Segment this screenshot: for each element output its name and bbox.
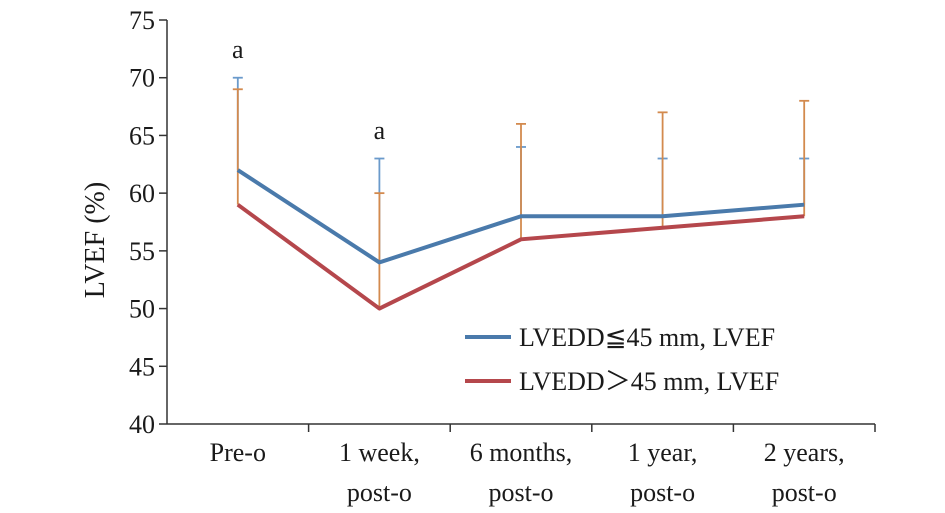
x-axis-ticks: Pre-o 1 week, post-o6 months, post-o1 year,… bbox=[210, 424, 876, 507]
significance-annotation: a bbox=[232, 35, 244, 64]
x-tick-label-line: post-o bbox=[347, 478, 412, 507]
x-tick-label-line: post-o bbox=[772, 478, 837, 507]
y-tick-label: 40 bbox=[129, 410, 155, 439]
legend: LVEDD≦45 mm, LVEF LVEDD＞45 mm, LVEF bbox=[465, 323, 779, 396]
x-tick-label-line: post-o bbox=[489, 478, 554, 507]
x-tick-label: 2 years, post-o bbox=[764, 438, 845, 507]
y-tick-label: 45 bbox=[129, 352, 155, 381]
x-tick-label: 1 week, post-o bbox=[339, 438, 420, 507]
axes bbox=[166, 20, 875, 425]
x-tick-label: 6 months, post-o bbox=[470, 438, 573, 507]
x-tick-label-line: 1 week, bbox=[339, 438, 420, 467]
y-tick-label: 50 bbox=[129, 295, 155, 324]
x-tick-label-line: Pre-o bbox=[210, 438, 266, 467]
y-tick-label: 65 bbox=[129, 121, 155, 150]
error-bars bbox=[232, 76, 810, 309]
series-lines bbox=[236, 168, 805, 311]
x-tick-label: 1 year, post-o bbox=[628, 438, 698, 507]
significance-annotation: a bbox=[374, 116, 386, 145]
legend-label: LVEDD＞45 mm, LVEF bbox=[519, 367, 779, 396]
x-tick-label-line: 6 months, bbox=[470, 438, 573, 467]
x-tick-label: Pre-o bbox=[210, 438, 266, 467]
y-tick-label: 70 bbox=[129, 64, 155, 93]
annotations: aa bbox=[232, 35, 386, 145]
legend-label: LVEDD≦45 mm, LVEF bbox=[519, 323, 775, 352]
y-tick-label: 60 bbox=[129, 179, 155, 208]
x-tick-label-line: 1 year, bbox=[628, 438, 698, 467]
x-tick-label-line: post-o bbox=[630, 478, 695, 507]
y-tick-label: 55 bbox=[129, 237, 155, 266]
y-tick-label: 75 bbox=[129, 6, 155, 35]
x-tick-label-line: 2 years, bbox=[764, 438, 845, 467]
y-axis-ticks: 40 45 50 55 60 65 70 75 bbox=[129, 6, 167, 439]
y-axis-label: LVEF (%) bbox=[80, 182, 111, 298]
